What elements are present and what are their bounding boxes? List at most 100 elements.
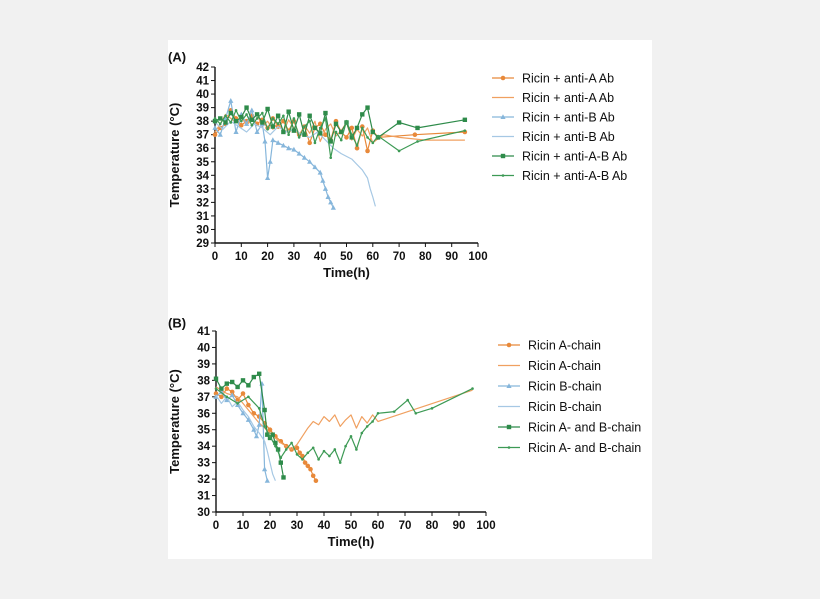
x-tick-label: 60: [372, 520, 385, 532]
x-tick-label: 50: [345, 520, 358, 532]
data-point: [344, 135, 349, 140]
data-point: [213, 391, 219, 396]
data-point: [268, 435, 272, 438]
data-point: [286, 109, 291, 114]
data-point: [286, 145, 292, 151]
legend-entry: Ricin A-chain: [498, 359, 601, 373]
series-4: [215, 394, 276, 481]
data-point: [291, 146, 297, 152]
y-tick-label: 36: [197, 408, 210, 420]
data-point: [249, 117, 255, 122]
x-tick-label: 30: [288, 251, 301, 263]
data-point: [296, 112, 302, 117]
data-point: [415, 125, 420, 131]
x-tick-label: 20: [264, 520, 277, 532]
data-point: [297, 450, 302, 456]
data-point: [264, 477, 270, 483]
legend-entry: Ricin + anti-A Ab: [492, 91, 614, 105]
x-tick-label: 70: [393, 251, 406, 263]
data-point: [234, 109, 238, 112]
data-point: [354, 145, 360, 151]
data-point: [350, 133, 354, 136]
y-tick-label: 34: [196, 170, 209, 182]
legend-label: Ricin A- and B-chain: [528, 441, 641, 455]
data-point: [245, 113, 248, 116]
series-2: [214, 113, 465, 144]
y-tick-label: 33: [196, 184, 209, 196]
legend-marker: [500, 114, 506, 119]
data-point: [302, 460, 308, 465]
data-point: [292, 117, 296, 120]
data-point: [365, 425, 369, 428]
data-point: [349, 135, 354, 140]
data-point: [311, 446, 315, 450]
legend-label: Ricin + anti-B Ab: [522, 130, 615, 144]
data-point: [338, 461, 342, 464]
data-point: [349, 435, 353, 438]
data-point: [303, 125, 306, 128]
legend-label: Ricin + anti-A-B Ab: [522, 169, 627, 183]
data-point: [235, 384, 240, 390]
data-point: [318, 131, 323, 136]
data-point: [218, 122, 222, 126]
y-tick-label: 30: [197, 507, 210, 519]
data-point: [254, 112, 260, 117]
series-line: [214, 113, 465, 144]
x-tick-label: 0: [213, 520, 219, 532]
series-2: [215, 386, 473, 451]
panel-label: (A): [168, 50, 186, 65]
data-point: [302, 132, 307, 137]
y-tick-label: 34: [197, 441, 210, 453]
x-tick-label: 100: [468, 251, 487, 263]
data-point: [224, 397, 230, 403]
data-point: [262, 138, 268, 144]
data-point: [416, 140, 419, 143]
data-point: [280, 142, 286, 148]
data-point: [281, 129, 286, 135]
data-point: [236, 402, 239, 405]
y-tick-label: 39: [197, 359, 210, 371]
data-point: [275, 447, 281, 452]
x-tick-label: 40: [318, 520, 331, 532]
data-point: [345, 119, 348, 123]
data-point: [229, 121, 233, 124]
y-tick-label: 35: [197, 425, 210, 437]
data-point: [318, 126, 322, 130]
y-tick-label: 38: [196, 116, 209, 128]
data-point: [306, 451, 310, 455]
data-point: [279, 456, 283, 460]
series-line: [215, 383, 268, 481]
data-point: [270, 137, 276, 143]
data-point: [329, 156, 333, 160]
data-point: [294, 445, 300, 451]
data-point: [256, 421, 262, 427]
data-point: [392, 410, 396, 413]
data-point: [218, 116, 223, 121]
data-point: [355, 144, 359, 147]
data-point: [244, 105, 249, 110]
legend-entry: Ricin A-chain: [498, 339, 601, 353]
legend-label: Ricin + anti-B Ab: [522, 111, 615, 125]
legend-label: Ricin B-chain: [528, 380, 602, 394]
data-point: [260, 120, 265, 125]
data-point: [325, 194, 331, 199]
data-point: [370, 129, 375, 135]
chart-panel-b: (B) 0 10 20 30 40 50 60 70 80 90 100 30 31 32 33 34 35 36 3…: [168, 316, 641, 549]
data-point: [273, 440, 278, 446]
legend-marker: [506, 383, 512, 388]
data-point: [339, 138, 343, 142]
data-point: [270, 124, 276, 129]
series-line: [215, 394, 276, 481]
data-point: [265, 175, 271, 181]
legend-entry: Ricin + anti-A-B Ab: [492, 169, 627, 183]
data-point: [281, 475, 286, 480]
x-tick-label: 40: [314, 251, 327, 263]
data-point: [243, 121, 250, 126]
data-point: [412, 132, 418, 137]
data-point: [371, 141, 375, 145]
x-tick-label: 80: [426, 520, 439, 532]
data-point: [344, 444, 347, 448]
data-point: [271, 117, 275, 120]
y-tick-label: 37: [197, 392, 210, 404]
series-line: [215, 388, 473, 464]
